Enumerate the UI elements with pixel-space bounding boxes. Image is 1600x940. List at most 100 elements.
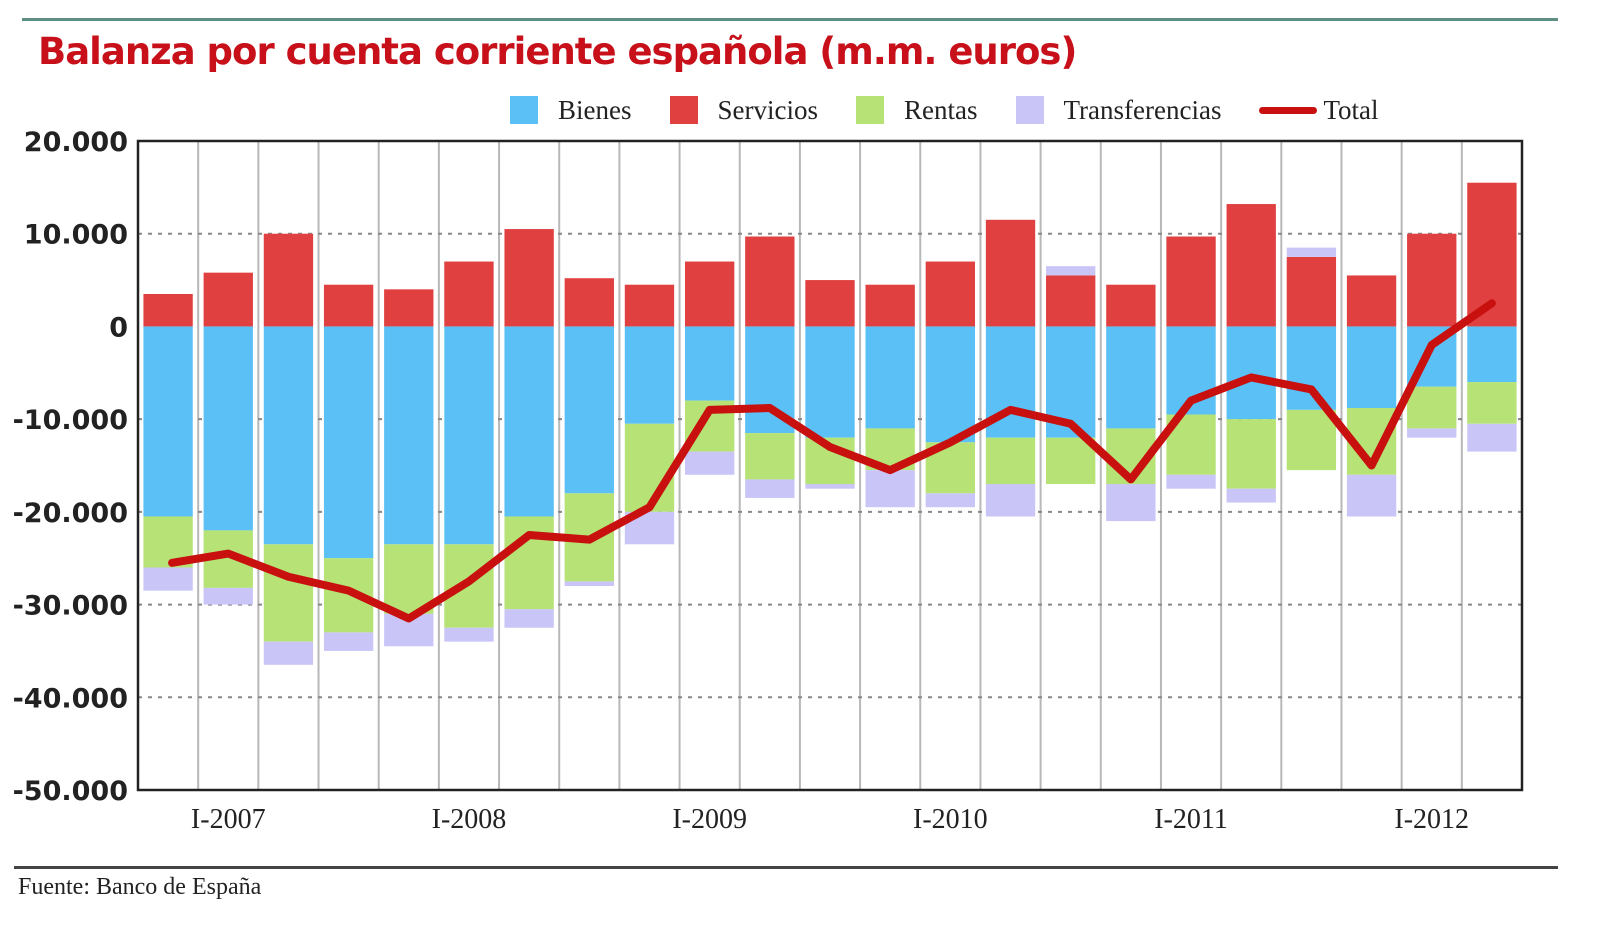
x-tick-label: I-2008 [432,804,507,835]
x-tick-label: I-2009 [672,804,747,835]
bar-transferencias-9 [684,451,735,475]
bar-transferencias-22 [1467,423,1517,452]
bar-servicios-15 [1046,275,1096,327]
legend-swatch-transferencias [1015,96,1044,124]
bar-rentas-8 [624,423,675,512]
plot-frame [136,139,1524,792]
bar-transferencias-1 [203,587,253,605]
legend-label-rentas: Rentas [904,94,978,125]
bar-rentas-10 [745,433,795,480]
legend-line-total [1259,106,1318,114]
bar-bienes-13 [925,326,976,443]
legend-swatch-bienes [510,96,538,124]
bar-transferencias-0 [143,567,193,591]
bar-servicios-1 [203,272,253,327]
y-tick-label: 10.000 [24,220,128,251]
x-tick-label: I-2010 [913,804,988,835]
bottom-rule [14,866,1558,869]
bar-servicios-8 [624,284,675,327]
bar-bienes-2 [263,326,314,545]
legend-label-servicios: Servicios [717,94,819,125]
y-tick-label: -20.000 [13,498,128,529]
bar-servicios-0 [143,293,193,327]
bar-servicios-11 [805,280,855,327]
x-tick-label: I-2007 [191,804,266,835]
bar-bienes-8 [624,326,675,424]
bar-servicios-16 [1106,284,1156,327]
bar-transferencias-19 [1286,247,1337,257]
bar-rentas-22 [1467,382,1517,424]
legend-item-total: Total [1259,94,1379,126]
legend: Bienes Servicios Rentas Transferencias T… [510,92,1379,128]
bar-servicios-13 [925,261,976,327]
bar-bienes-4 [384,326,434,545]
bar-transferencias-18 [1226,488,1276,503]
bar-bienes-11 [805,326,855,438]
bar-rentas-15 [1046,437,1096,485]
bar-transferencias-5 [444,627,494,642]
bar-rentas-6 [504,516,554,610]
bar-servicios-19 [1286,256,1337,327]
legend-label-bienes: Bienes [558,94,632,125]
top-rule [22,18,1558,21]
bar-servicios-2 [263,233,314,327]
x-tick-label: I-2011 [1154,804,1228,835]
bar-transferencias-2 [263,641,314,665]
legend-swatch-rentas [856,96,884,124]
bar-bienes-7 [564,326,614,494]
bar-bienes-1 [203,326,253,531]
bar-servicios-21 [1407,233,1457,327]
y-tick-label: 0 [109,312,128,343]
bar-rentas-19 [1286,409,1337,471]
legend-label-total: Total [1323,94,1379,125]
bar-transferencias-6 [504,609,554,628]
bar-transferencias-17 [1166,474,1216,489]
bar-transferencias-7 [564,581,614,587]
bar-transferencias-13 [925,493,976,508]
bar-transferencias-20 [1346,474,1397,517]
bar-transferencias-11 [805,484,855,489]
bar-bienes-18 [1226,326,1276,420]
bar-rentas-4 [384,544,434,614]
y-tick-label: -50.000 [13,776,128,807]
legend-item-rentas: Rentas [856,95,978,126]
bar-bienes-19 [1286,326,1337,410]
legend-swatch-servicios [669,96,698,124]
legend-item-bienes: Bienes [510,95,632,126]
bar-servicios-12 [865,284,915,327]
bar-bienes-3 [323,326,374,559]
bar-bienes-16 [1106,326,1156,429]
y-tick-label: 20.000 [24,127,128,158]
x-tick-label: I-2012 [1394,804,1469,835]
bar-transferencias-21 [1407,428,1457,438]
bar-servicios-3 [323,284,374,327]
bar-rentas-14 [985,437,1036,485]
bar-bienes-22 [1467,326,1517,383]
legend-item-servicios: Servicios [669,94,819,126]
bar-rentas-18 [1226,419,1276,489]
bar-transferencias-10 [745,479,795,498]
bar-servicios-6 [504,229,554,327]
bar-bienes-9 [684,326,735,401]
bar-transferencias-16 [1106,484,1156,522]
bar-servicios-20 [1346,275,1397,327]
bar-servicios-14 [985,219,1036,327]
chart-title: Balanza por cuenta corriente española (m… [38,30,1077,73]
bar-rentas-21 [1407,386,1457,429]
bar-servicios-4 [384,289,434,327]
bar-transferencias-15 [1046,266,1096,276]
bar-servicios-18 [1226,204,1276,327]
bar-rentas-2 [263,544,314,642]
bar-bienes-0 [143,326,193,517]
bar-transferencias-14 [985,484,1036,517]
bar-transferencias-3 [323,632,374,651]
bar-servicios-17 [1166,236,1216,327]
bar-bienes-5 [444,326,494,545]
legend-label-transferencias: Transferencias [1063,94,1222,125]
bar-bienes-12 [865,326,915,429]
bar-servicios-9 [684,261,735,327]
bar-servicios-5 [444,261,494,327]
y-tick-label: -30.000 [13,591,128,622]
bar-servicios-7 [564,278,614,327]
